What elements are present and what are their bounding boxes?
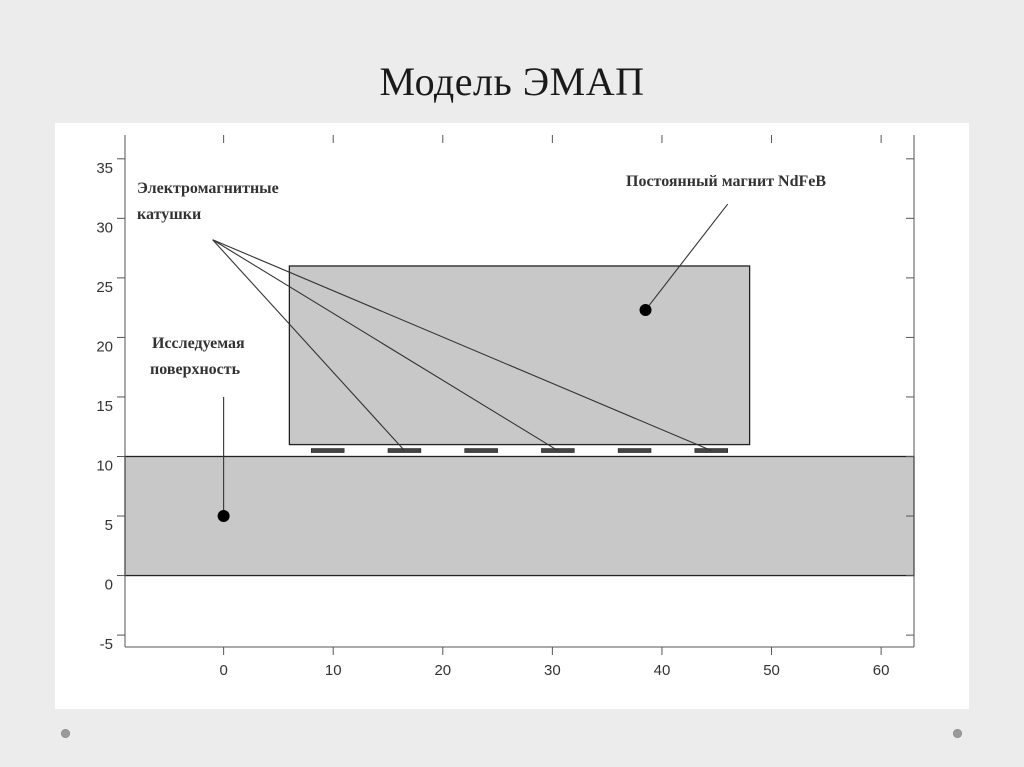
y-tick-label: 10 — [96, 457, 113, 474]
surface-dot — [217, 510, 230, 523]
y-tick-label: 0 — [105, 577, 113, 594]
surface-label-line-1: Исследуемая — [152, 335, 245, 352]
y-tick-label: 20 — [96, 338, 113, 355]
slide-bullet-left — [61, 729, 70, 738]
y-tick-label: 25 — [96, 279, 113, 296]
magnet-leader-line — [645, 203, 729, 311]
coils-label-line-2: катушки — [137, 206, 201, 223]
coil-leader-line — [212, 239, 712, 452]
magnet-region — [288, 265, 751, 446]
x-tick-label: 0 — [219, 662, 227, 679]
slide-title: Модель ЭМАП — [379, 59, 645, 104]
x-tick-label: 60 — [873, 662, 890, 679]
coil-leader-line — [212, 239, 405, 451]
y-tick-label: -5 — [100, 636, 113, 653]
y-tick-label: 35 — [96, 160, 113, 177]
diagram-panel: 35 30 25 20 15 10 5 0 -5 0 10 20 30 40 50 60 Электромаг… — [55, 123, 969, 709]
coil-segment — [464, 448, 498, 453]
y-tick-label: 30 — [96, 219, 113, 236]
regions-layer — [124, 265, 915, 577]
magnet-label: Постоянный магнит NdFeB — [626, 173, 826, 190]
coil-segment — [617, 448, 652, 453]
y-tick-label: 5 — [105, 517, 113, 534]
coils-label-line-1: Электромагнитные — [137, 180, 279, 197]
x-tick-label: 40 — [654, 662, 671, 679]
magnet-dot — [639, 304, 652, 317]
slide-bullet-right — [953, 729, 962, 738]
surface-label-line-2: поверхность — [150, 361, 241, 378]
annotations-layer: Электромагнитные катушки Постоянный магнит… — [137, 173, 826, 523]
x-tick-label: 10 — [325, 662, 342, 679]
x-tick-label: 50 — [763, 662, 780, 679]
coil-leader-line — [212, 239, 559, 452]
coil-segment — [310, 448, 345, 453]
x-tick-label: 30 — [544, 662, 561, 679]
surface-region — [124, 455, 915, 577]
coils-layer — [310, 448, 729, 453]
y-tick-label: 15 — [96, 398, 113, 415]
x-tick-label: 20 — [434, 662, 451, 679]
